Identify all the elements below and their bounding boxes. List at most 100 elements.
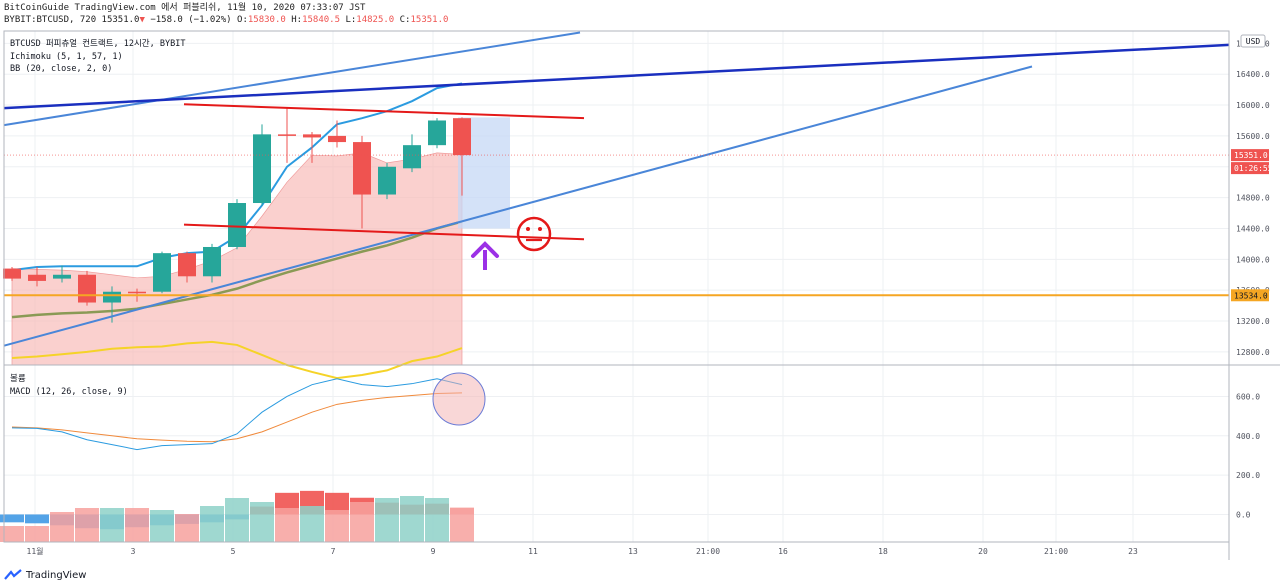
candle: [453, 117, 471, 196]
macd-tick-label: 600.0: [1236, 392, 1260, 401]
macd-legend: MACD (12, 26, close, 9): [10, 387, 128, 397]
chart-title: BTCUSD 퍼피츄얼 컨트랙트, 12시간, BYBIT: [10, 38, 185, 49]
countdown-badge: [1231, 162, 1269, 175]
time-tick-label: 3: [131, 547, 136, 556]
close-value: 15351.0: [410, 15, 449, 25]
brand-footer[interactable]: TradingView: [4, 569, 86, 581]
price-tick-label: 16000.0: [1236, 101, 1270, 110]
high-value: 15840.5: [302, 15, 341, 25]
candle-body: [428, 120, 446, 146]
time-tick-label: 23: [1128, 547, 1138, 556]
volume-bar: [200, 506, 224, 542]
open-label: O:: [237, 15, 248, 25]
time-tick-label: 13: [628, 547, 638, 556]
candle-body: [128, 291, 146, 294]
open-value: 15830.0: [247, 15, 286, 25]
volume-bar: [250, 502, 274, 542]
candle: [228, 199, 246, 250]
candle-body: [153, 253, 171, 292]
candle-body: [303, 134, 321, 138]
candle: [328, 120, 346, 148]
candle: [53, 265, 71, 283]
volume-bar: [325, 510, 349, 542]
candle-body: [353, 142, 371, 195]
volume-bar: [450, 508, 474, 542]
low-label: L:: [345, 15, 357, 25]
macd-histogram-bar: [325, 492, 349, 515]
trendline-long-term: [3, 43, 1230, 110]
candle-body: [203, 246, 221, 277]
brand-name: TradingView: [26, 569, 87, 581]
price-badge-text: 13534.0: [1234, 291, 1268, 300]
candle: [428, 118, 446, 149]
candle: [278, 108, 296, 163]
arrow-up-head-icon: [471, 241, 499, 258]
time-tick-label: 5: [231, 547, 236, 556]
ichimoku-legend: Ichimoku (5, 1, 57, 1): [10, 52, 123, 62]
macd-tick-label: 200.0: [1236, 471, 1260, 480]
down-arrow-icon: ▼: [139, 15, 145, 25]
time-tick-label: 7: [331, 547, 336, 556]
time-tick-label: 21:00: [696, 547, 720, 556]
last-price-badge: [1231, 149, 1269, 162]
volume-bar: [150, 510, 174, 542]
candle: [28, 267, 46, 287]
bb-legend: BB (20, close, 2, 0): [10, 64, 112, 74]
candle: [178, 251, 196, 283]
price-tick-label: 13200.0: [1236, 317, 1270, 326]
price-badge-text: 15351.0: [1234, 151, 1268, 160]
currency-badge: [1240, 34, 1266, 48]
macd-tick-label: 400.0: [1236, 432, 1260, 441]
time-tick-label: 20: [978, 547, 988, 556]
macd-histogram-bar: [25, 514, 49, 524]
candle-body: [78, 274, 96, 303]
candle-body: [228, 203, 246, 247]
price-change: −158.0 (−1.02%): [150, 15, 232, 25]
macd-tick-label: 0.0: [1236, 510, 1251, 519]
neutral-face-icon: [516, 216, 552, 252]
candle-body: [53, 274, 71, 279]
macd-histogram-bar: [0, 514, 24, 523]
candle-body: [403, 145, 421, 169]
candle: [3, 267, 21, 281]
bb-basis-line: [11, 220, 463, 319]
candle: [253, 124, 271, 206]
face-eye: [526, 227, 530, 231]
volume-bar: [225, 498, 249, 542]
candle: [303, 132, 321, 163]
volume-bar: [400, 496, 424, 542]
volume-bar: [50, 512, 74, 542]
volume-legend: 볼륨: [10, 373, 26, 384]
candle: [78, 270, 96, 306]
volume-bar: [375, 498, 399, 542]
candle-body: [3, 268, 21, 279]
candle: [403, 134, 421, 173]
time-tick-label: 21:00: [1044, 547, 1068, 556]
price-tick-label: 12800.0: [1236, 348, 1270, 357]
high-label: H:: [291, 15, 303, 25]
trendline-upper-channel: [3, 31, 581, 127]
tradingview-logo-icon: [4, 569, 22, 580]
countdown-text: 01:26:55: [1234, 164, 1273, 173]
face-outline: [516, 216, 552, 252]
candle: [203, 243, 221, 283]
candle-body: [253, 134, 271, 204]
time-tick-label: 16: [778, 547, 788, 556]
price-tick-label: 16400.0: [1236, 70, 1270, 79]
candle: [353, 135, 371, 229]
trendline-lower-channel: [3, 65, 1033, 347]
last-price: 15351.0: [101, 15, 140, 25]
currency-label: USD: [1246, 37, 1261, 46]
candle-body: [328, 135, 346, 143]
time-tick-label: 11: [528, 547, 538, 556]
support-price-badge: [1231, 289, 1269, 302]
candle-body: [278, 134, 296, 136]
time-tick-label: 18: [878, 547, 888, 556]
close-label: C:: [399, 15, 411, 25]
channel-top-line: [183, 103, 585, 120]
volume-bar: [425, 498, 449, 542]
symbol-ohlc-bar: BYBIT:BTCUSD, 720 15351.0▼ −158.0 (−1.02…: [4, 15, 448, 26]
publish-info: BitCoinGuide TradingView.com 에서 퍼블리쉬, 11…: [4, 3, 366, 13]
volume-bar: [275, 508, 299, 542]
